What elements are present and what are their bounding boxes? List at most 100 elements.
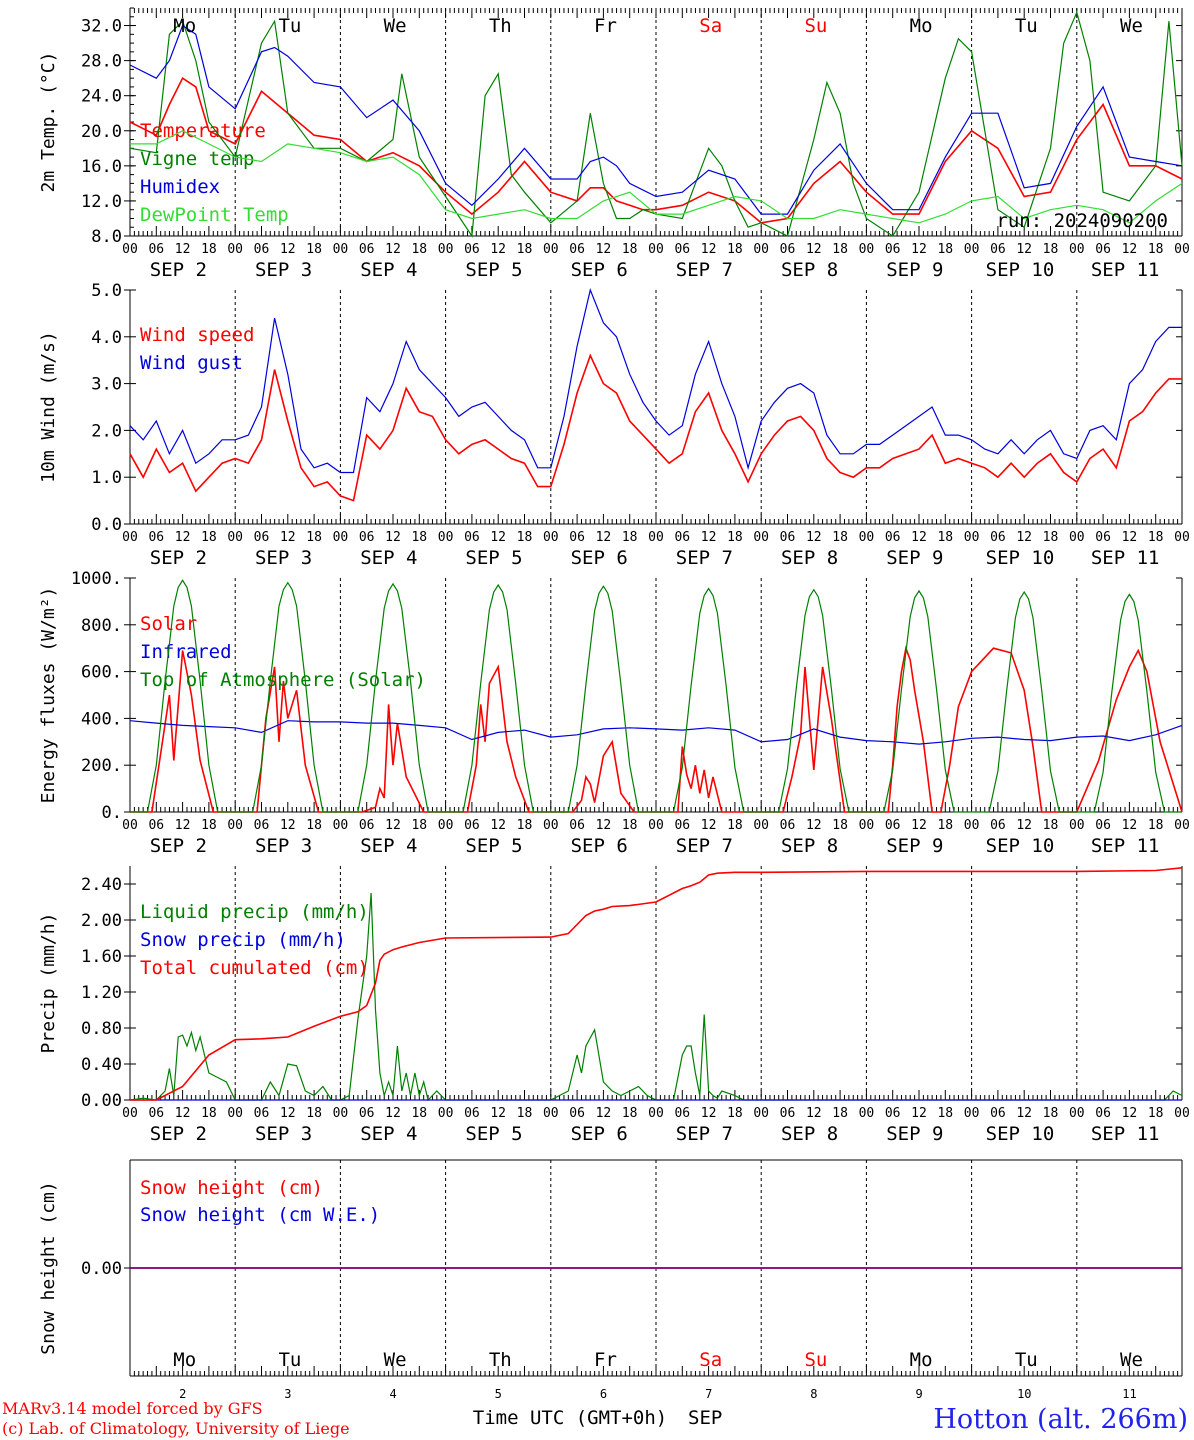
hour-label: 18 <box>1148 818 1164 833</box>
hour-label: 06 <box>359 1106 375 1121</box>
hour-label: 18 <box>411 1106 427 1121</box>
hour-label: 00 <box>753 530 769 545</box>
hour-label: 12 <box>175 530 191 545</box>
y-tick-label: 0.00 <box>81 1091 122 1111</box>
hour-label: 12 <box>175 818 191 833</box>
series-line <box>129 720 1183 745</box>
hour-label: 18 <box>517 1106 533 1121</box>
hour-label: 06 <box>148 242 164 257</box>
y-tick-label: 800. <box>81 616 122 636</box>
weekday-label-top: Su <box>804 15 827 37</box>
hour-label: 18 <box>1043 1106 1059 1121</box>
y-axis-label: 10m Wind (m/s) <box>38 331 59 483</box>
date-label: SEP 3 <box>255 259 312 281</box>
weekday-label-top: Mo <box>910 15 933 37</box>
date-label: SEP 6 <box>571 547 628 569</box>
hour-label: 12 <box>1122 530 1138 545</box>
series-line <box>129 24 1183 215</box>
date-label: SEP 3 <box>255 1123 312 1145</box>
day-number: 11 <box>1122 1387 1136 1401</box>
hour-label: 06 <box>990 530 1006 545</box>
y-tick-label: 24.0 <box>81 87 122 107</box>
panel-1: 8.0 12.0 16.0 20.0 24.0 28.0 32.0 2m Temp. (°C)… <box>38 7 1190 281</box>
legend-entry: Solar <box>140 613 197 635</box>
legend-entry: Liquid precip (mm/h) <box>140 901 369 923</box>
date-label: SEP 4 <box>360 547 417 569</box>
hour-label: 18 <box>832 818 848 833</box>
hour-label: 00 <box>227 1106 243 1121</box>
hour-label: 00 <box>543 818 559 833</box>
y-tick-label: 28.0 <box>81 52 122 72</box>
hour-label: 12 <box>701 530 717 545</box>
weekday-label-top: Fr <box>594 15 617 37</box>
hour-label: 06 <box>780 242 796 257</box>
hour-label: 18 <box>201 818 217 833</box>
station-label: Hotton (alt. 266m) <box>933 1404 1188 1435</box>
y-tick-label: 0.00 <box>81 1259 122 1279</box>
legend-entry: Vigne temp <box>140 148 254 170</box>
hour-label: 06 <box>990 818 1006 833</box>
hour-label: 00 <box>964 242 980 257</box>
hour-label: 12 <box>490 242 506 257</box>
y-tick-label: 32.0 <box>81 17 122 37</box>
hour-label: 12 <box>1016 818 1032 833</box>
date-label: SEP 8 <box>781 1123 838 1145</box>
date-label: SEP 11 <box>1091 835 1160 857</box>
hour-label: 00 <box>648 1106 664 1121</box>
hour-label: 00 <box>543 530 559 545</box>
hour-label: 18 <box>937 530 953 545</box>
date-label: SEP 11 <box>1091 1123 1160 1145</box>
hour-label: 12 <box>911 530 927 545</box>
hour-label: 06 <box>674 242 690 257</box>
hour-label: 00 <box>1174 1106 1190 1121</box>
series-line <box>130 867 1183 1101</box>
date-label: SEP 11 <box>1091 547 1160 569</box>
hour-label: 06 <box>990 242 1006 257</box>
y-tick-label: 0. <box>102 803 122 823</box>
hour-label: 12 <box>1122 242 1138 257</box>
hour-label: 00 <box>1174 242 1190 257</box>
hour-label: 00 <box>964 530 980 545</box>
hour-label: 18 <box>727 818 743 833</box>
hour-label: 00 <box>438 530 454 545</box>
hour-label: 12 <box>806 242 822 257</box>
day-number: 7 <box>705 1387 712 1401</box>
hour-label: 06 <box>359 530 375 545</box>
legend-entry: Snow precip (mm/h) <box>140 929 346 951</box>
weekday-label-top: Tu <box>278 15 301 37</box>
hour-label: 00 <box>227 530 243 545</box>
hour-label: 06 <box>464 1106 480 1121</box>
weekday-label-bottom: Tu <box>1015 1349 1038 1371</box>
weekday-label-top: Tu <box>1015 15 1038 37</box>
hour-label: 18 <box>1148 1106 1164 1121</box>
model-credit: MARv3.14 model forced by GFS <box>2 1399 263 1418</box>
date-label: SEP 6 <box>571 259 628 281</box>
hour-label: 00 <box>333 530 349 545</box>
hour-label: 06 <box>885 1106 901 1121</box>
date-label: SEP 6 <box>571 1123 628 1145</box>
y-tick-label: 1000. <box>71 569 122 589</box>
hour-label: 00 <box>1174 530 1190 545</box>
y-tick-label: 200. <box>81 756 122 776</box>
y-tick-label: 16.0 <box>81 157 122 177</box>
hour-label: 12 <box>806 1106 822 1121</box>
hour-label: 06 <box>254 818 270 833</box>
hour-label: 06 <box>569 530 585 545</box>
y-tick-label: 0.40 <box>81 1055 122 1075</box>
date-label: SEP 8 <box>781 259 838 281</box>
hour-label: 18 <box>517 818 533 833</box>
hour-label: 12 <box>280 530 296 545</box>
hour-label: 12 <box>806 818 822 833</box>
hour-label: 12 <box>701 1106 717 1121</box>
hour-label: 12 <box>806 530 822 545</box>
hour-label: 06 <box>885 530 901 545</box>
legend-entry: Top of Atmosphere (Solar) <box>140 669 426 691</box>
run-label: run: 2024090200 <box>996 210 1168 232</box>
date-label: SEP 10 <box>986 259 1055 281</box>
hour-label: 00 <box>1069 530 1085 545</box>
hour-label: 12 <box>911 1106 927 1121</box>
date-label: SEP 7 <box>676 835 733 857</box>
hour-label: 00 <box>648 530 664 545</box>
hour-label: 18 <box>517 242 533 257</box>
day-number: 2 <box>179 1387 186 1401</box>
